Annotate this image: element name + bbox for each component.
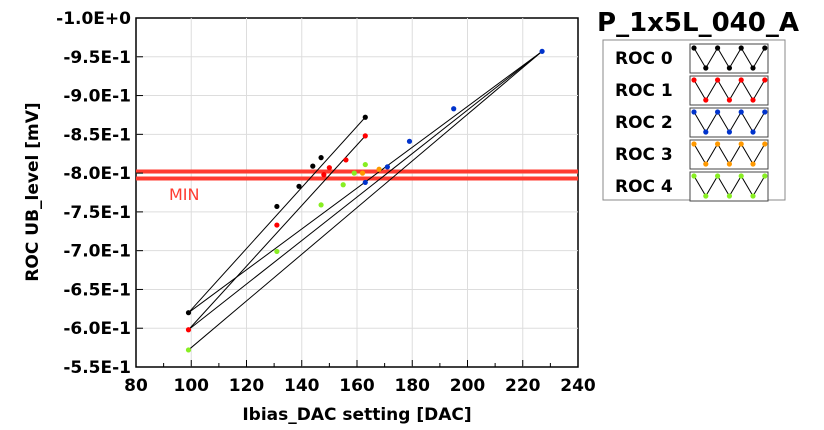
legend-swatch-marker [703,161,709,167]
x-tick-label: 160 [339,376,375,396]
data-point-roc-4 [362,161,368,168]
legend-swatch-marker [715,77,721,83]
fit-line [188,50,543,351]
legend-swatch-marker [703,65,709,71]
legend-swatch-marker [762,109,768,115]
x-tick-label: 180 [395,376,431,396]
data-point-roc-1 [326,165,332,171]
y-tick-label: -8.0E-1 [63,164,131,184]
y-tick-label: -7.0E-1 [63,242,131,262]
y-tick-label: -7.5E-1 [63,203,131,223]
data-point-roc-1 [362,133,368,139]
legend-swatch-marker [691,45,697,51]
legend-swatch-marker [762,141,768,147]
legend-swatch-marker [691,77,697,83]
data-point-roc-1 [321,172,327,178]
data-point-roc-1 [274,222,280,228]
legend-swatch-marker [715,173,721,179]
legend-swatch-marker [750,193,756,199]
data-point-roc-1 [185,327,192,333]
legend-swatch-marker [726,193,733,199]
data-point-roc-4 [274,248,280,255]
data-point-roc-4 [185,347,192,353]
axis-ticks: 80 100 120 140 160 180 200 220 240 -5.5E-1 -6.0E-1… [56,9,596,396]
x-tick-label: 220 [505,376,541,396]
legend-swatch-marker [762,45,768,51]
chart-title: P_1x5L_040_A [597,8,799,38]
data-point-roc-0 [274,203,280,210]
data-point-roc-2 [539,48,545,54]
legend-swatch-marker [750,97,756,103]
data-point-roc-3 [359,170,366,176]
legend-swatch-marker [738,77,744,83]
y-tick-label: -9.0E-1 [63,87,131,107]
legend-swatch-marker [703,193,709,199]
y-tick-label: -1.0E+0 [56,9,131,29]
legend-swatch-marker [726,129,733,135]
legend-swatch-marker [750,161,756,167]
data-point-roc-0 [310,163,316,169]
fit-line [188,116,366,314]
legend-swatch-marker [726,161,733,167]
x-tick-label: 120 [229,376,265,396]
min-label: MIN [169,185,200,204]
legend-swatch-marker [738,109,744,115]
fit-line [188,50,543,331]
x-tick-label: 200 [450,376,486,396]
data-point-roc-3 [376,166,382,172]
x-tick-label: 140 [284,376,320,396]
legend-label-roc-4: ROC 4 [615,177,673,197]
y-tick-label: -6.0E-1 [63,319,131,339]
data-point-roc-4 [340,182,346,188]
y-tick-label: -5.5E-1 [63,358,131,378]
legend-swatch-marker [750,129,756,135]
x-tick-label: 80 [124,376,148,396]
legend-swatch-marker [691,141,697,147]
data-point-roc-1 [343,157,349,163]
legend-swatch-marker [691,173,697,179]
data-point-roc-4 [318,202,324,208]
data-point-roc-0 [318,155,324,161]
legend-label-roc-0: ROC 0 [615,49,673,69]
legend-swatch-box [689,107,769,138]
data-point-roc-2 [384,164,390,170]
legend-swatch-marker [738,45,744,51]
legend-swatch-marker [750,65,756,71]
legend-swatch-marker [738,173,744,179]
legend-swatch-marker [691,109,697,115]
data-point-roc-0 [185,310,192,316]
legend-swatch-marker [738,141,744,147]
grid [136,18,578,367]
data-point-roc-2 [362,179,368,186]
legend: ROC 0 ROC 1 ROC 2 ROC 3 ROC 4 [602,39,786,202]
fit-line [188,135,366,331]
x-axis-title: Ibias_DAC setting [DAC] [242,405,471,425]
y-axis-title: ROC UB_level [mV] [23,102,43,281]
y-tick-label: -9.5E-1 [63,48,131,68]
legend-swatch-marker [703,97,709,103]
data-point-roc-4 [351,170,357,176]
y-tick-label: -6.5E-1 [63,280,131,300]
data-point-roc-2 [406,138,413,144]
y-tick-label: -8.5E-1 [63,125,131,145]
legend-swatch-marker [762,173,768,179]
x-tick-label: 100 [174,376,210,396]
legend-label-roc-2: ROC 2 [615,113,673,133]
data-point-roc-2 [451,106,457,112]
legend-swatch-marker [762,77,768,83]
legend-swatch-marker [715,141,721,147]
legend-swatch-marker [715,45,721,51]
x-tick-label: 240 [560,376,596,396]
legend-swatch-marker [726,65,733,71]
data-point-roc-0 [296,183,302,189]
data-point-roc-0 [362,114,368,120]
legend-label-roc-1: ROC 1 [615,81,673,101]
legend-swatch-marker [726,97,733,103]
legend-swatch-marker [715,109,721,115]
legend-swatch-marker [703,129,709,135]
data-points [185,48,545,353]
reference-lines [136,169,578,181]
legend-label-roc-3: ROC 3 [615,145,673,165]
